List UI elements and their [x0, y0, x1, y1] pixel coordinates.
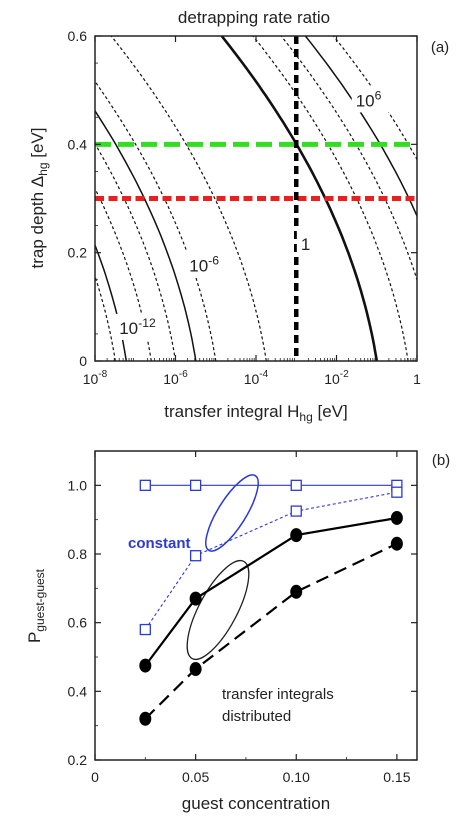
- data-point-square: [290, 479, 302, 491]
- y-tick-label: 0.2: [68, 245, 88, 261]
- contour-labels: 10-12 10-6 1 106: [115, 86, 396, 340]
- contour-line: [110, 36, 267, 361]
- constant-annotation: constant: [128, 535, 191, 552]
- x-tick-label: 0.15: [383, 769, 410, 785]
- panel-a-y-ticks: 0 0.2 0.4 0.6: [68, 28, 417, 369]
- x-tick-label: 10-4: [244, 369, 269, 387]
- contour-line: [95, 109, 197, 361]
- x-tick-label: 0: [91, 769, 99, 785]
- x-tick-label: 10-2: [324, 369, 349, 387]
- panel-b-x-ticks: 0 0.05 0.10 0.15: [91, 451, 411, 785]
- contour-label: 1: [301, 235, 310, 254]
- data-point-square: [189, 479, 202, 491]
- contour-label: 106: [356, 88, 382, 110]
- x-tick-label: 1: [413, 371, 421, 387]
- panel-b-y-axis-label: Pguest-guest: [25, 568, 47, 643]
- y-tick-label: 0.4: [68, 136, 88, 152]
- panel-a-title: detrapping rate ratio: [178, 8, 330, 27]
- data-point-circle: [390, 510, 403, 525]
- panel-a-label: (a): [431, 39, 449, 56]
- contour-line: [95, 243, 128, 361]
- series-line: [144, 491, 398, 630]
- contour-label: 10-6: [189, 254, 219, 276]
- y-tick-label: 0.6: [68, 615, 88, 631]
- contour-label-background: [296, 229, 313, 256]
- panel-b-plot-frame: [94, 450, 418, 761]
- contour-line: [95, 274, 116, 361]
- reference-lines: [95, 36, 417, 361]
- panel-b-y-ticks: 0.2 0.4 0.6 0.8 1.0: [68, 450, 417, 768]
- y-tick-label: 0.6: [68, 28, 88, 44]
- data-point-square: [139, 623, 151, 636]
- data-point-square: [139, 479, 151, 491]
- data-point-circle: [290, 528, 303, 543]
- y-tick-label: 0.4: [68, 683, 88, 699]
- x-tick-label: 0.05: [182, 769, 209, 785]
- contour-label-background: [351, 86, 396, 113]
- contour-label-background: [115, 313, 160, 340]
- x-tick-label: 0.10: [283, 769, 310, 785]
- constant-group-ellipse: [205, 474, 259, 552]
- contour-label-background: [185, 251, 230, 278]
- data-point-circle: [139, 658, 152, 673]
- y-tick-label: 0: [79, 353, 87, 369]
- panel-b-label: (b): [432, 452, 450, 469]
- panel-a-x-axis-label: transfer integral Hhg [eV]: [164, 402, 347, 424]
- x-tick-label: 10-8: [83, 369, 108, 387]
- contour-label: 10-12: [119, 316, 156, 338]
- panel-b-line-chart: (b) constant transfer integrals distribu…: [25, 450, 450, 813]
- transfer-integrals-annotation: transfer integrals: [222, 686, 334, 703]
- y-tick-label: 0.2: [68, 752, 88, 768]
- panel-a-contour-chart: detrapping rate ratio (a) 10-1210-61106 …: [28, 8, 449, 424]
- y-tick-label: 0.8: [68, 546, 88, 562]
- data-point-square: [290, 505, 302, 517]
- distributed-annotation: distributed: [222, 708, 291, 725]
- data-point-square: [189, 550, 202, 562]
- data-point-circle: [139, 711, 152, 726]
- y-tick-label: 1.0: [68, 477, 88, 493]
- data-point-square: [391, 486, 403, 498]
- panel-a-x-ticks: 10-8 10-6 10-4 10-2 1: [83, 36, 421, 387]
- x-tick-label: 10-6: [163, 369, 188, 387]
- panel-b-x-axis-label: guest concentration: [182, 794, 330, 813]
- data-point-circle: [189, 591, 202, 606]
- data-point-circle: [290, 584, 303, 599]
- panel-b-series: [139, 479, 403, 726]
- panel-b-annotations: constant transfer integrals distributed: [128, 474, 334, 725]
- panel-a-y-axis-label: trap depth Δhg [eV]: [28, 128, 50, 269]
- data-point-circle: [189, 662, 202, 677]
- data-point-circle: [390, 536, 403, 551]
- series-line: [144, 516, 398, 667]
